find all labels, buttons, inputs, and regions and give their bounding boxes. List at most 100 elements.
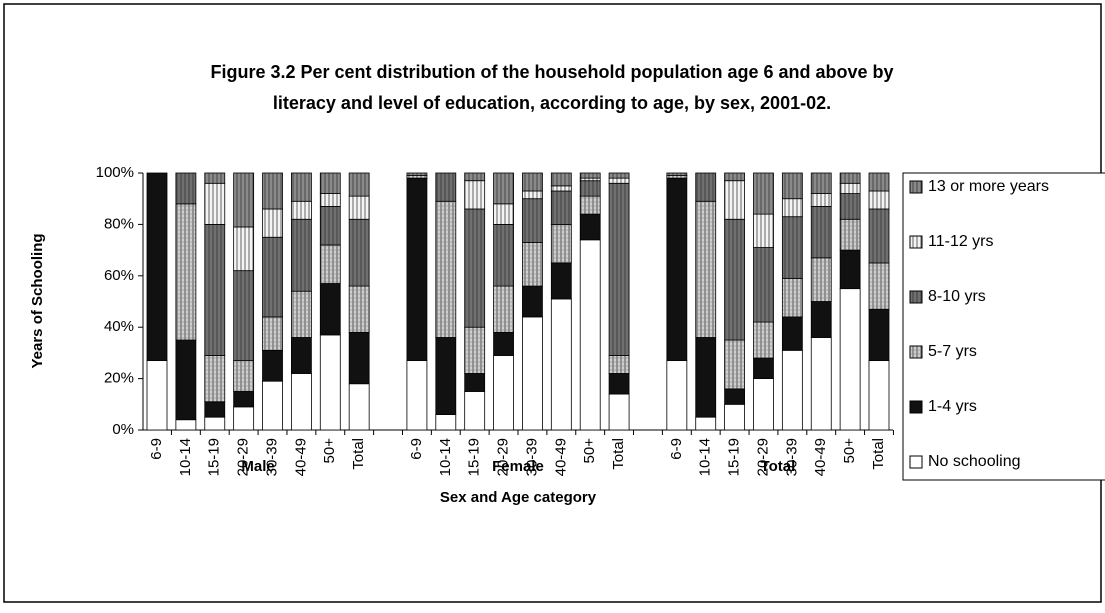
- bar-segment: [608, 393, 630, 431]
- bar-segment: [406, 172, 428, 176]
- bar-segment: [290, 373, 312, 431]
- bar-segment: [579, 239, 601, 431]
- bar-segment: [724, 403, 745, 431]
- bar-segment: [493, 172, 514, 205]
- bar-segment: [204, 416, 226, 431]
- bar-segment: [781, 349, 803, 431]
- x-tick-label: 40-49: [812, 438, 829, 476]
- legend-swatch: [909, 455, 923, 469]
- bar-segment: [666, 172, 688, 176]
- bar-segment: [204, 182, 226, 225]
- y-tick-label: 0%: [112, 421, 134, 438]
- x-tick-label: 20-29: [495, 438, 512, 476]
- bar-segment: [550, 172, 572, 187]
- bar-segment: [262, 380, 283, 431]
- x-axis-label: Sex and Age category: [440, 489, 597, 506]
- legend-swatch: [909, 400, 923, 414]
- bar-segment: [810, 257, 832, 302]
- x-tick-label: 40-49: [552, 438, 569, 476]
- y-axis-label: Years of Schooling: [29, 233, 46, 368]
- bar-segment: [608, 177, 630, 184]
- x-tick-label: 6-9: [148, 438, 165, 460]
- bar-segment: [753, 378, 774, 431]
- bar-segment: [348, 172, 370, 197]
- bar-segment: [290, 290, 312, 338]
- chart-title: literacy and level of education, accordi…: [273, 93, 831, 113]
- bar-segment: [290, 172, 312, 202]
- y-tick-label: 20%: [104, 370, 134, 387]
- bar-segment: [175, 419, 197, 431]
- x-tick-label: Total: [870, 438, 887, 470]
- bar-segment: [435, 337, 457, 415]
- bar-segment: [262, 208, 283, 238]
- bar-segment: [493, 285, 514, 333]
- bar-segment: [493, 223, 514, 287]
- bar-segment: [493, 331, 514, 356]
- chart-title: Figure 3.2 Per cent distribution of the …: [210, 62, 893, 82]
- x-tick-label: 15-19: [726, 438, 743, 476]
- y-tick-label: 40%: [104, 318, 134, 335]
- bar-segment: [464, 208, 486, 328]
- bar-segment: [695, 200, 717, 338]
- x-tick-label: 6-9: [408, 438, 425, 460]
- bar-segment: [753, 247, 774, 323]
- bar-segment: [290, 218, 312, 292]
- bar-segment: [579, 172, 601, 179]
- bar-segment: [319, 206, 341, 246]
- bar-segment: [464, 172, 486, 182]
- bar-segment: [175, 339, 197, 421]
- bar-segment: [348, 195, 370, 220]
- bar-segment: [666, 177, 688, 362]
- bar-segment: [146, 172, 168, 362]
- group-label: Female: [492, 458, 544, 475]
- bar-segment: [724, 180, 745, 220]
- bar-segment: [319, 244, 341, 284]
- x-tick-label: 20-29: [235, 438, 252, 476]
- bar-segment: [522, 172, 543, 192]
- bar-segment: [435, 172, 457, 202]
- bar-segment: [550, 298, 572, 431]
- bar-segment: [262, 316, 283, 351]
- bar-segment: [724, 388, 745, 405]
- bar-segment: [868, 208, 890, 264]
- bar-segment: [810, 172, 832, 194]
- bar-segment: [724, 339, 745, 390]
- bar-segment: [868, 172, 890, 192]
- y-tick-label: 100%: [96, 164, 134, 181]
- bar-segment: [608, 355, 630, 374]
- bar-segment: [753, 357, 774, 380]
- bar-segment: [550, 185, 572, 192]
- bar-segment: [839, 172, 861, 184]
- bar-segment: [522, 241, 543, 287]
- legend-swatch: [909, 290, 923, 304]
- legend-label: 1-4 yrs: [928, 398, 977, 415]
- bar-segment: [348, 383, 370, 431]
- bar-segment: [146, 360, 168, 431]
- bar-segment: [522, 316, 543, 431]
- bar-segment: [810, 206, 832, 259]
- bar-segment: [464, 373, 486, 392]
- x-tick-label: 30-39: [783, 438, 800, 476]
- x-tick-label: 10-14: [437, 438, 454, 476]
- bar-segment: [608, 182, 630, 356]
- bar-segment: [233, 391, 255, 408]
- bar-segment: [550, 190, 572, 225]
- bar-segment: [724, 218, 745, 341]
- y-tick-label: 60%: [104, 267, 134, 284]
- bar-segment: [579, 195, 601, 215]
- bar-segment: [493, 355, 514, 431]
- bar-segment: [839, 193, 861, 220]
- bar-segment: [319, 172, 341, 194]
- legend-swatch: [909, 345, 923, 359]
- bar-segment: [868, 308, 890, 362]
- x-tick-label: 15-19: [466, 438, 483, 476]
- bar-segment: [810, 193, 832, 207]
- bar-segment: [348, 331, 370, 385]
- x-tick-label: 50+: [841, 438, 858, 464]
- bar-segment: [695, 172, 717, 202]
- bar-segment: [262, 236, 283, 318]
- bar-segment: [839, 249, 861, 290]
- group-label: Total: [761, 458, 796, 475]
- bar-segment: [435, 414, 457, 431]
